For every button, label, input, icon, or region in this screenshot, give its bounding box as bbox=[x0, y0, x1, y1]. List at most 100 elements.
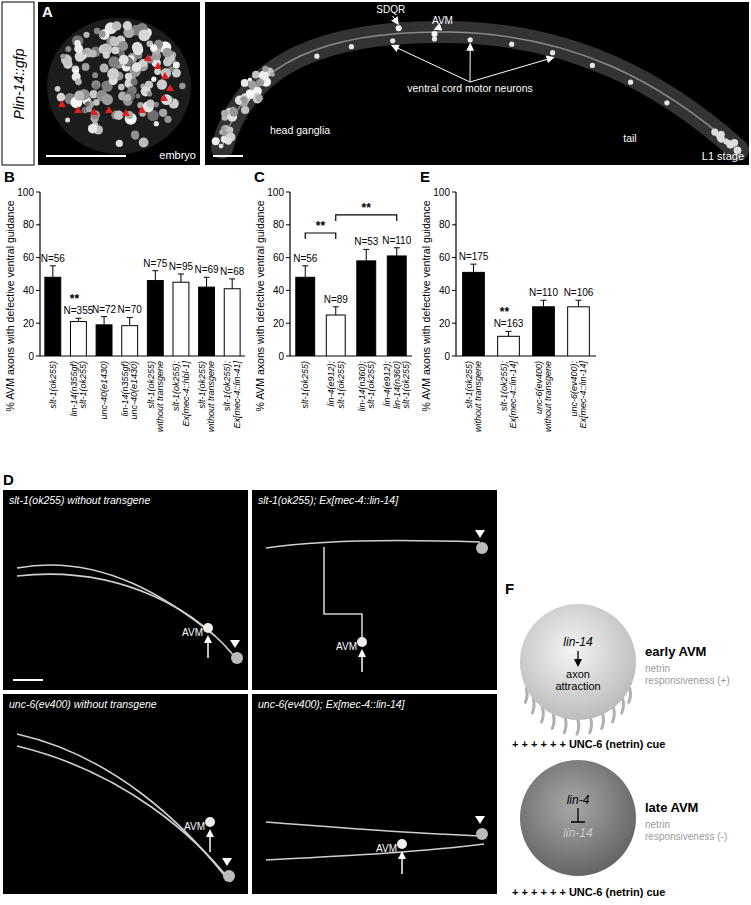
category-label: lin-14(n360) bbox=[392, 361, 402, 409]
n-label: N=53 bbox=[354, 236, 379, 247]
bar bbox=[463, 272, 485, 356]
activation-arrow bbox=[577, 651, 578, 665]
axon bbox=[324, 547, 362, 640]
axon bbox=[266, 822, 484, 836]
bar bbox=[199, 287, 215, 356]
embryo-cell bbox=[85, 102, 90, 107]
head-neuron bbox=[252, 71, 260, 79]
head-neuron bbox=[256, 79, 264, 87]
embryo-cell bbox=[146, 100, 154, 108]
category-label: slt-1(ok255) bbox=[197, 361, 207, 409]
embryo-cell bbox=[138, 30, 150, 42]
n-label: N=56 bbox=[293, 253, 318, 264]
avm-cell bbox=[203, 623, 213, 633]
y-tick-label: 100 bbox=[433, 187, 450, 198]
y-tick-label: 40 bbox=[439, 285, 451, 296]
head-neuron bbox=[256, 95, 263, 102]
worm-body bbox=[222, 32, 738, 150]
tail-neuron bbox=[718, 131, 725, 138]
red-arrowhead bbox=[122, 109, 130, 116]
category-label: Ex[mec-4::lin-41] bbox=[232, 361, 242, 429]
y-tick-label: 60 bbox=[23, 252, 35, 263]
avm-cell bbox=[397, 839, 407, 849]
category-label: lin-4(e912); bbox=[326, 361, 336, 407]
head-neuron bbox=[238, 100, 243, 105]
scale-bar bbox=[13, 679, 43, 681]
error-bar bbox=[363, 249, 369, 260]
motor-neuron bbox=[550, 50, 555, 55]
embryo-cell bbox=[89, 50, 97, 58]
error-bar bbox=[333, 307, 339, 315]
avm-arrow bbox=[209, 831, 211, 852]
n-label: N=175 bbox=[459, 251, 489, 262]
error-bar bbox=[576, 300, 582, 307]
error-bar bbox=[204, 277, 210, 287]
motor-arrow bbox=[470, 45, 471, 82]
category-label: slt-1(ok255); bbox=[171, 361, 181, 412]
micrograph-bg bbox=[252, 694, 497, 894]
y-tick-label: 0 bbox=[444, 351, 450, 362]
filopodium bbox=[532, 699, 534, 713]
embryo-cell bbox=[93, 84, 99, 90]
tail-label: tail bbox=[623, 132, 636, 144]
category-label: unc-6(ev400) bbox=[534, 361, 544, 414]
bar bbox=[96, 325, 112, 356]
gene-label: lin-4 bbox=[567, 793, 590, 807]
head-neuron bbox=[229, 108, 238, 117]
head-neuron bbox=[262, 66, 268, 72]
head-neuron bbox=[241, 79, 249, 87]
embryo-cell bbox=[107, 68, 119, 80]
bars bbox=[463, 264, 590, 356]
filopodium bbox=[622, 699, 624, 713]
panel-letter: F bbox=[505, 580, 514, 597]
embryo-cell bbox=[161, 68, 171, 78]
n-label: N=56 bbox=[41, 253, 66, 264]
bar bbox=[45, 277, 61, 356]
reporter-label: Plin-14::gfp bbox=[11, 48, 27, 119]
motor-neuron bbox=[390, 38, 395, 43]
bar bbox=[70, 322, 86, 356]
filopodium bbox=[542, 708, 544, 722]
embryo-cell bbox=[173, 62, 180, 69]
category-label: unc-40(e1430) bbox=[99, 361, 109, 420]
axon bbox=[266, 844, 484, 860]
embryo-cell bbox=[57, 93, 66, 102]
axon bbox=[17, 746, 231, 882]
error-bar bbox=[178, 274, 184, 282]
embryo-cell bbox=[93, 99, 100, 106]
embryo-cell bbox=[83, 32, 89, 38]
red-arrowhead bbox=[58, 100, 66, 107]
category-label: without transgene bbox=[206, 361, 216, 432]
arrowhead bbox=[475, 816, 485, 824]
category-label: unc-40(e1430) bbox=[129, 361, 139, 420]
embryo-image bbox=[38, 2, 200, 165]
y-tick-label: 0 bbox=[28, 351, 34, 362]
y-tick bbox=[36, 356, 40, 357]
embryo-cell bbox=[131, 131, 139, 139]
scale-bar bbox=[213, 155, 243, 157]
y-tick-label: 40 bbox=[23, 285, 35, 296]
head-neuron bbox=[219, 144, 224, 149]
error-bar bbox=[229, 279, 235, 289]
avm-arrow bbox=[207, 637, 209, 658]
y-axis bbox=[289, 192, 290, 356]
avm-cell bbox=[357, 637, 367, 647]
y-tick bbox=[452, 323, 456, 324]
sdqr-label: SDQR bbox=[376, 4, 405, 15]
bar bbox=[173, 282, 189, 356]
n-label: N=70 bbox=[118, 304, 143, 315]
avm-label: AVM bbox=[182, 627, 203, 638]
y-tick-label: 0 bbox=[278, 351, 284, 362]
embryo-cell bbox=[92, 72, 98, 78]
significance-bracket bbox=[305, 233, 336, 239]
y-tick-label: 80 bbox=[23, 219, 35, 230]
red-arrowhead bbox=[74, 106, 82, 113]
avm-cell bbox=[205, 817, 215, 827]
significance: ** bbox=[70, 292, 80, 306]
embryo-cell bbox=[75, 78, 82, 85]
filopodium bbox=[564, 719, 566, 733]
embryo-cell bbox=[124, 91, 135, 102]
y-tick-label: 100 bbox=[267, 187, 284, 198]
n-label: N=106 bbox=[564, 287, 594, 298]
filopodium bbox=[602, 715, 604, 729]
